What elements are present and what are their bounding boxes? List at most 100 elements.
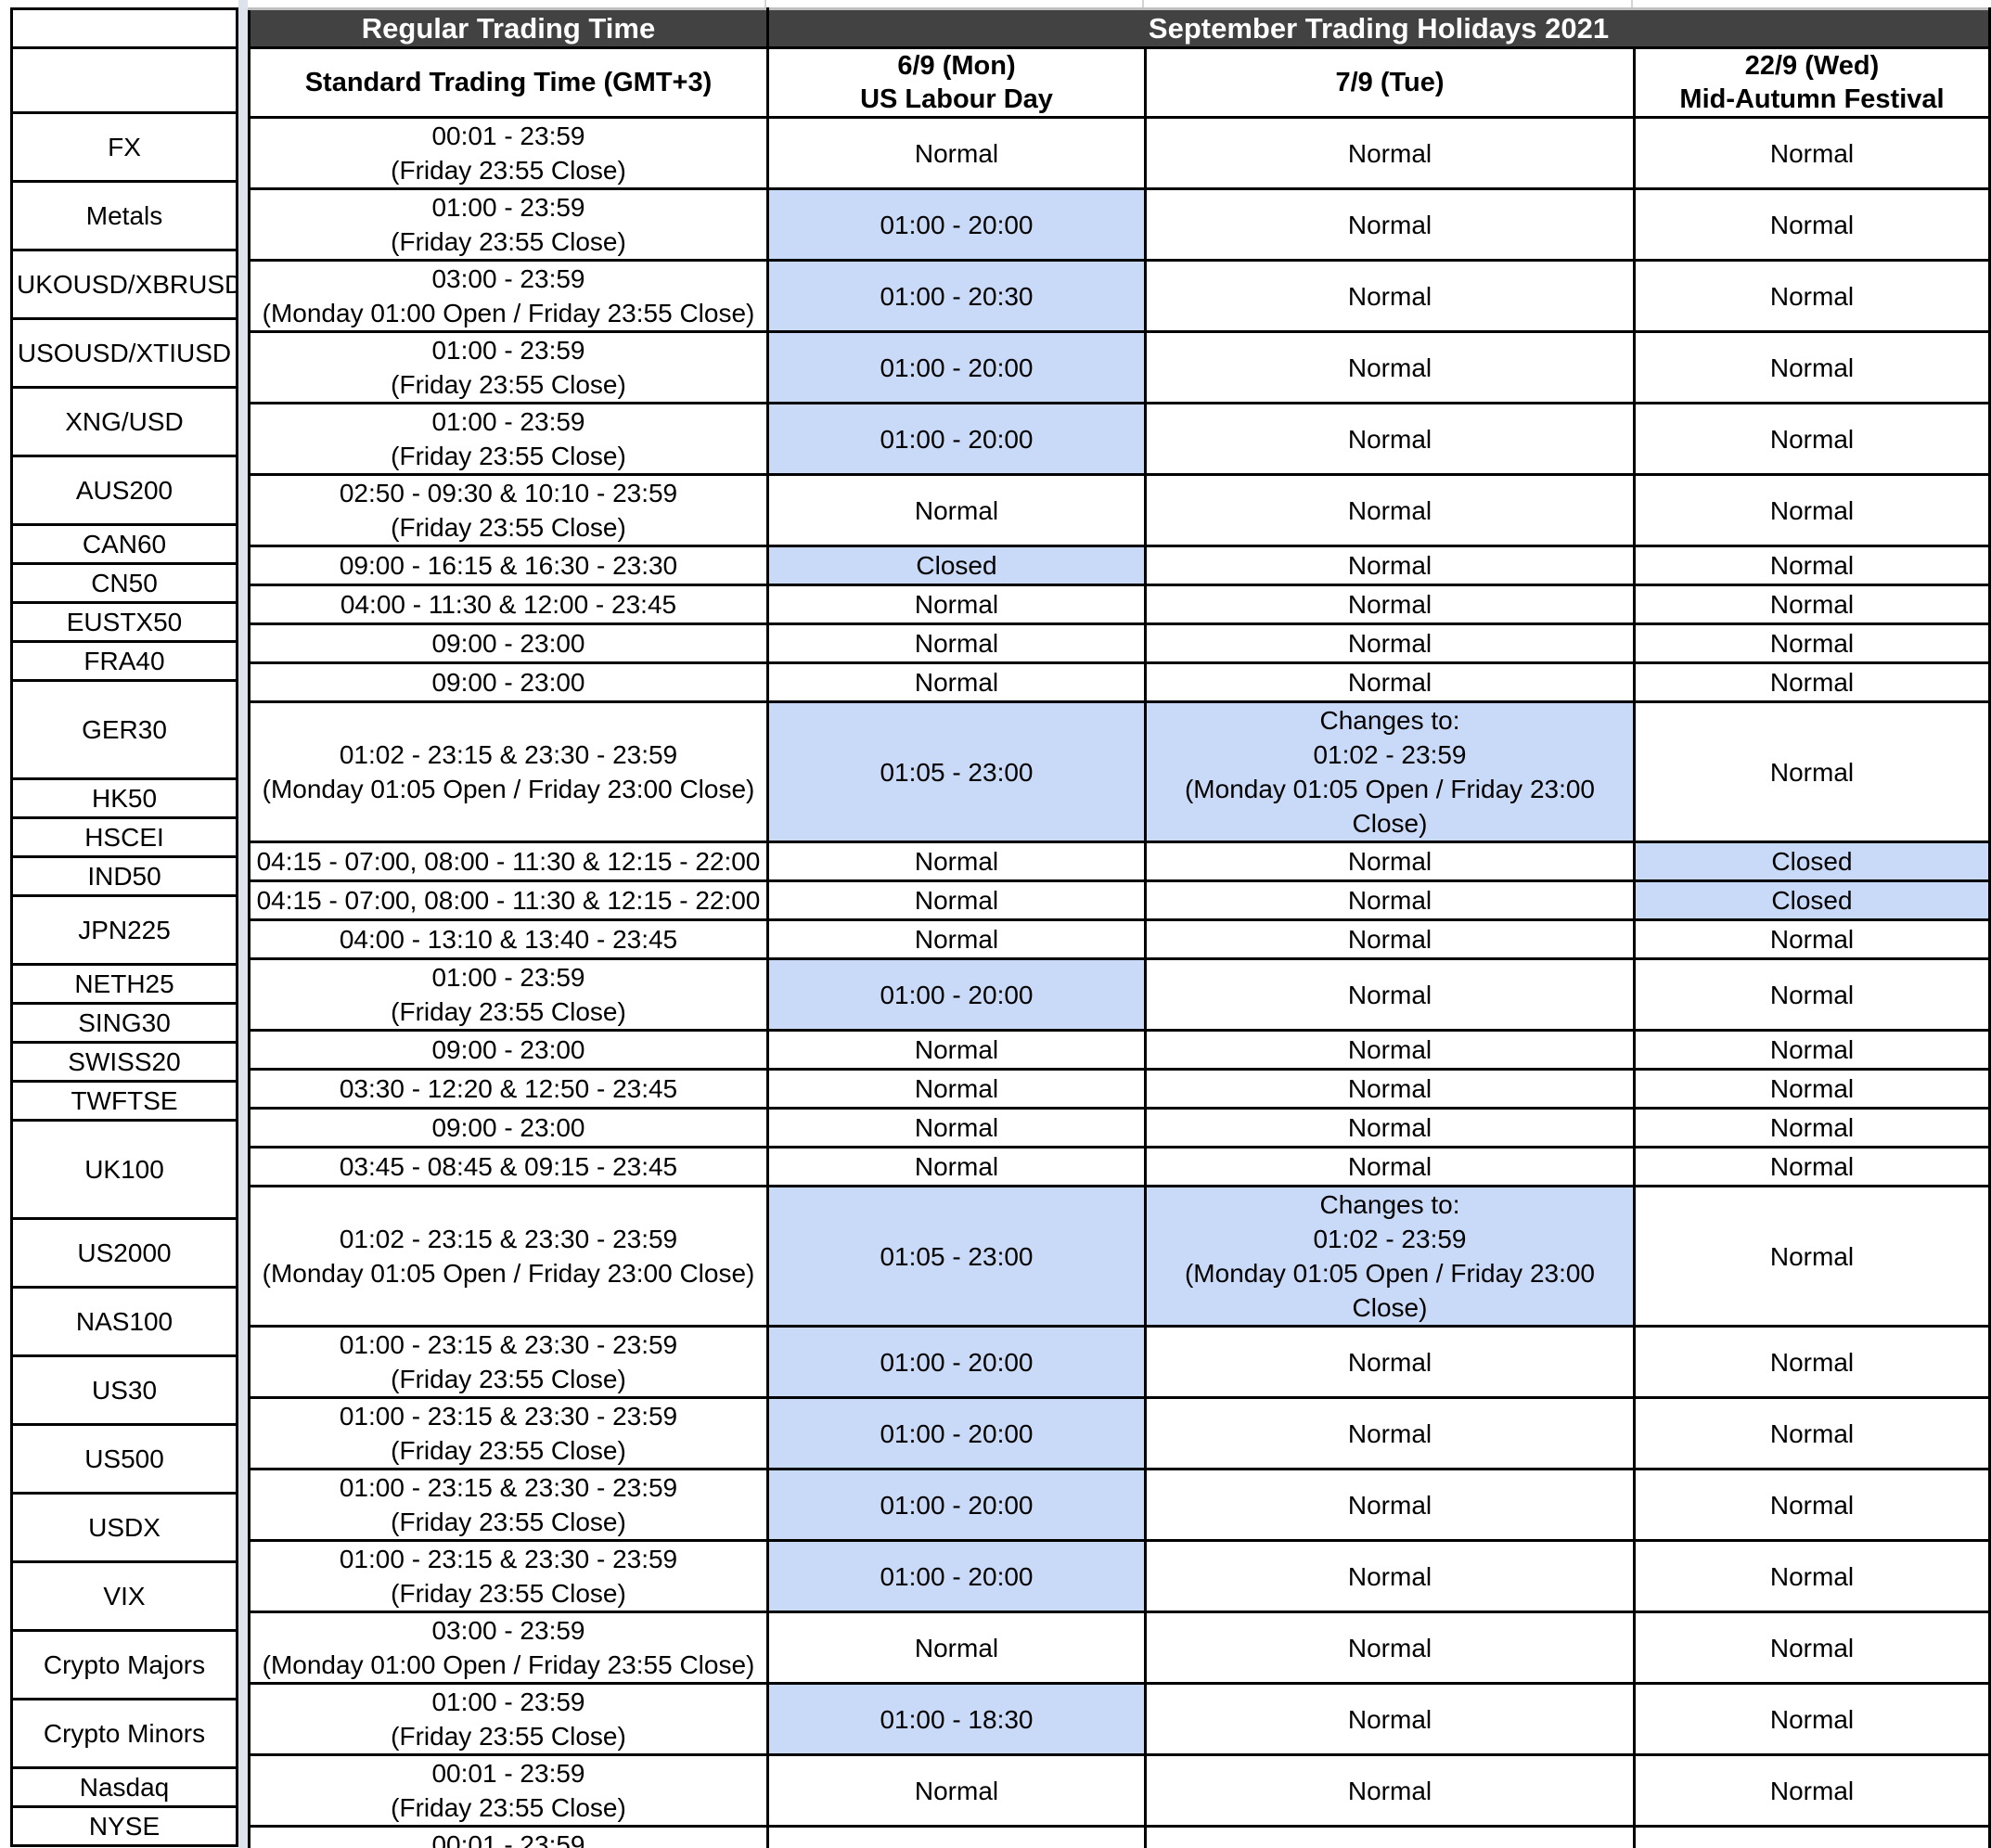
- holiday-22-9-cell[interactable]: Normal: [1633, 259, 1991, 333]
- holiday-7-9-cell[interactable]: Normal: [1144, 473, 1636, 547]
- holiday-7-9-cell[interactable]: Normal: [1144, 545, 1636, 586]
- standard-time-cell[interactable]: 01:00 - 23:59 (Friday 23:55 Close): [248, 957, 769, 1032]
- standard-time-cell[interactable]: 09:00 - 23:00: [248, 622, 769, 664]
- holiday-22-9-cell[interactable]: Normal: [1633, 622, 1991, 664]
- standard-time-cell[interactable]: 04:15 - 07:00, 08:00 - 11:30 & 12:15 - 2…: [248, 879, 769, 921]
- instrument-cell[interactable]: HK50: [10, 777, 238, 819]
- holiday-7-9-cell[interactable]: Changes to: 01:02 - 23:59 (Monday 01:05 Op…: [1144, 700, 1636, 843]
- standard-time-cell[interactable]: 04:00 - 13:10 & 13:40 - 23:45: [248, 918, 769, 960]
- instrument-cell[interactable]: Crypto Majors: [10, 1629, 238, 1700]
- holiday-22-9-cell[interactable]: Normal: [1633, 661, 1991, 703]
- holiday-7-9-cell[interactable]: Normal: [1144, 259, 1636, 333]
- holiday-7-9-cell[interactable]: Normal: [1144, 1825, 1636, 1848]
- instrument-cell[interactable]: CN50: [10, 562, 238, 604]
- standard-time-cell[interactable]: 04:15 - 07:00, 08:00 - 11:30 & 12:15 - 2…: [248, 841, 769, 882]
- standard-time-cell[interactable]: 01:00 - 23:15 & 23:30 - 23:59 (Friday 23:…: [248, 1468, 769, 1542]
- instrument-cell[interactable]: IND50: [10, 855, 238, 897]
- standard-time-cell[interactable]: 00:01 - 23:59(Wed 13:00 - 14:00 Break / …: [248, 1825, 769, 1848]
- holiday-22-9-cell[interactable]: Normal: [1633, 187, 1991, 262]
- holiday-6-9-cell[interactable]: Normal: [766, 473, 1147, 547]
- instrument-cell[interactable]: Crypto Minors: [10, 1698, 238, 1769]
- holiday-6-9-cell[interactable]: Normal: [766, 584, 1147, 625]
- holiday-6-9-cell[interactable]: 01:00 - 20:00: [766, 1468, 1147, 1542]
- standard-time-cell[interactable]: 03:30 - 12:20 & 12:50 - 23:45: [248, 1068, 769, 1110]
- holiday-7-9-cell[interactable]: Normal: [1144, 661, 1636, 703]
- holiday-6-9-cell[interactable]: Normal: [766, 116, 1147, 190]
- standard-time-cell[interactable]: 03:45 - 08:45 & 09:15 - 23:45: [248, 1146, 769, 1187]
- holiday-7-9-cell[interactable]: Normal: [1144, 957, 1636, 1032]
- holiday-7-9-cell[interactable]: Normal: [1144, 116, 1636, 190]
- standard-time-cell[interactable]: 01:00 - 23:59 (Friday 23:55 Close): [248, 330, 769, 404]
- holiday-22-9-cell[interactable]: Normal: [1633, 1539, 1991, 1613]
- holiday-6-9-cell[interactable]: 01:00 - 20:00: [766, 1396, 1147, 1470]
- holiday-7-9-cell[interactable]: Normal: [1144, 1107, 1636, 1149]
- holiday-6-9-cell[interactable]: 01:00 - 20:00: [766, 1325, 1147, 1399]
- header-standard-time[interactable]: Standard Trading Time (GMT+3): [248, 46, 769, 119]
- standard-time-cell[interactable]: 03:00 - 23:59 (Monday 01:00 Open / Friday…: [248, 259, 769, 333]
- instrument-cell[interactable]: FRA40: [10, 640, 238, 682]
- holiday-7-9-cell[interactable]: Normal: [1144, 330, 1636, 404]
- holiday-22-9-cell[interactable]: Normal: [1633, 545, 1991, 586]
- instrument-cell[interactable]: GER30: [10, 679, 238, 780]
- header-22-9-mid-autumn[interactable]: 22/9 (Wed) Mid-Autumn Festival: [1633, 46, 1991, 119]
- instrument-cell[interactable]: US30: [10, 1354, 238, 1426]
- instrument-cell[interactable]: USDX: [10, 1492, 238, 1563]
- instrument-cell[interactable]: TWFTSE: [10, 1080, 238, 1122]
- holiday-6-9-cell[interactable]: Normal: [766, 1146, 1147, 1187]
- standard-time-cell[interactable]: 01:00 - 23:15 & 23:30 - 23:59 (Friday 23:…: [248, 1539, 769, 1613]
- holiday-6-9-cell[interactable]: 01:00 - 20:00: [766, 187, 1147, 262]
- instrument-cell[interactable]: HSCEI: [10, 816, 238, 858]
- holiday-22-9-cell[interactable]: Normal: [1633, 330, 1991, 404]
- holiday-6-9-cell[interactable]: 01:00 - 20:00: [766, 957, 1147, 1032]
- instrument-cell[interactable]: XNG/USD: [10, 386, 238, 457]
- holiday-22-9-cell[interactable]: Closed: [1633, 879, 1991, 921]
- holiday-7-9-cell[interactable]: Normal: [1144, 918, 1636, 960]
- holiday-6-9-cell[interactable]: 01:05 - 23:00: [766, 700, 1147, 843]
- holiday-22-9-cell[interactable]: Normal: [1633, 1682, 1991, 1756]
- instrument-cell[interactable]: AUS200: [10, 455, 238, 526]
- holiday-7-9-cell[interactable]: Normal: [1144, 1468, 1636, 1542]
- holiday-6-9-cell[interactable]: Normal: [766, 1611, 1147, 1685]
- holiday-7-9-cell[interactable]: Normal: [1144, 1539, 1636, 1613]
- header-6-9-labour-day[interactable]: 6/9 (Mon) US Labour Day: [766, 46, 1147, 119]
- holiday-6-9-cell[interactable]: Normal: [766, 1068, 1147, 1110]
- holiday-6-9-cell[interactable]: Normal: [766, 1753, 1147, 1828]
- holiday-22-9-cell[interactable]: Normal: [1633, 116, 1991, 190]
- holiday-7-9-cell[interactable]: Normal: [1144, 1396, 1636, 1470]
- holiday-6-9-cell[interactable]: 01:00 - 18:30: [766, 1682, 1147, 1756]
- holiday-22-9-cell[interactable]: Normal: [1633, 1146, 1991, 1187]
- standard-time-cell[interactable]: 00:01 - 23:59 (Friday 23:55 Close): [248, 1753, 769, 1828]
- instrument-cell[interactable]: JPN225: [10, 894, 238, 966]
- holiday-22-9-cell[interactable]: Normal: [1633, 918, 1991, 960]
- standard-time-cell[interactable]: 01:00 - 23:15 & 23:30 - 23:59 (Friday 23:…: [248, 1396, 769, 1470]
- standard-time-cell[interactable]: 02:50 - 09:30 & 10:10 - 23:59 (Friday 23:…: [248, 473, 769, 547]
- holiday-22-9-cell[interactable]: Normal: [1633, 1107, 1991, 1149]
- instrument-cell[interactable]: SWISS20: [10, 1041, 238, 1083]
- holiday-22-9-cell[interactable]: Normal: [1633, 1396, 1991, 1470]
- corner-cell-top[interactable]: [10, 7, 238, 49]
- holiday-7-9-cell[interactable]: Normal: [1144, 1611, 1636, 1685]
- instrument-cell[interactable]: NETH25: [10, 963, 238, 1005]
- holiday-6-9-cell[interactable]: Normal: [766, 661, 1147, 703]
- holiday-6-9-cell[interactable]: Normal: [766, 841, 1147, 882]
- holiday-22-9-cell[interactable]: Normal: [1633, 1068, 1991, 1110]
- holiday-6-9-cell[interactable]: 01:00 - 20:00: [766, 1539, 1147, 1613]
- standard-time-cell[interactable]: 09:00 - 16:15 & 16:30 - 23:30: [248, 545, 769, 586]
- instrument-cell[interactable]: US500: [10, 1423, 238, 1495]
- holiday-22-9-cell[interactable]: Normal: [1633, 584, 1991, 625]
- holiday-7-9-cell[interactable]: Normal: [1144, 841, 1636, 882]
- instrument-cell[interactable]: NYSE: [10, 1805, 238, 1847]
- holiday-22-9-cell[interactable]: Normal: [1633, 402, 1991, 476]
- header-7-9[interactable]: 7/9 (Tue): [1144, 46, 1636, 119]
- holiday-7-9-cell[interactable]: Normal: [1144, 1146, 1636, 1187]
- holiday-22-9-cell[interactable]: Normal: [1633, 1029, 1991, 1071]
- standard-time-cell[interactable]: 00:01 - 23:59 (Friday 23:55 Close): [248, 116, 769, 190]
- instrument-cell[interactable]: CAN60: [10, 523, 238, 565]
- instrument-cell[interactable]: NAS100: [10, 1286, 238, 1357]
- holiday-22-9-cell[interactable]: Normal: [1633, 473, 1991, 547]
- holiday-6-9-cell[interactable]: Normal: [766, 879, 1147, 921]
- standard-time-cell[interactable]: 01:02 - 23:15 & 23:30 - 23:59 (Monday 01:…: [248, 1185, 769, 1328]
- instrument-cell[interactable]: UK100: [10, 1119, 238, 1220]
- holiday-7-9-cell[interactable]: Normal: [1144, 879, 1636, 921]
- holiday-7-9-cell[interactable]: Normal: [1144, 1068, 1636, 1110]
